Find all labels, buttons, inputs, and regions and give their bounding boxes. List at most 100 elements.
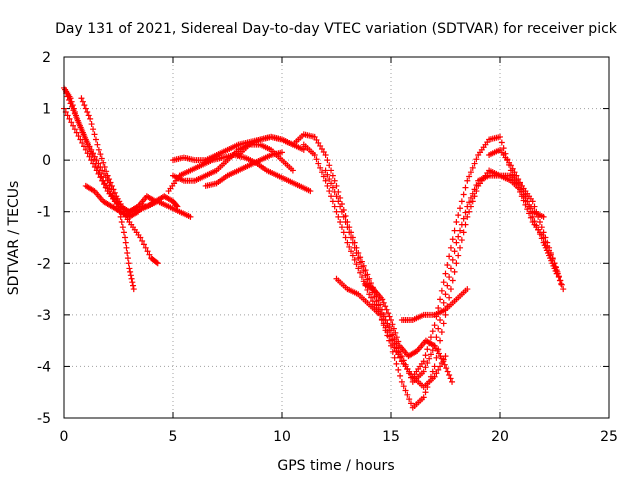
data-point [331, 203, 338, 210]
data-point [111, 189, 118, 196]
data-point [540, 229, 547, 236]
data-point [313, 136, 320, 143]
data-point [473, 182, 480, 189]
data-point [140, 241, 147, 248]
data-point [358, 274, 365, 281]
data-point [442, 291, 449, 298]
data-point [466, 208, 473, 215]
data-point [531, 218, 538, 225]
data-point [86, 145, 93, 152]
data-point [346, 243, 353, 250]
data-point [358, 263, 365, 270]
data-point [446, 253, 453, 260]
data-point [79, 127, 86, 134]
data-point [317, 142, 324, 149]
plot-frame [63, 56, 610, 419]
data-point [427, 351, 434, 358]
data-point [368, 294, 375, 301]
x-tick-label: 15 [382, 429, 400, 445]
data-point [326, 162, 333, 169]
series-track-5 [82, 182, 142, 220]
data-point [300, 146, 307, 153]
data-point [108, 182, 115, 189]
data-point [435, 304, 442, 311]
data-point [120, 229, 127, 236]
data-point [431, 363, 438, 370]
y-tick-label: 2 [42, 50, 51, 66]
data-point [466, 199, 473, 206]
data-point [279, 149, 285, 156]
data-point [380, 299, 387, 306]
series-track-14 [333, 275, 449, 391]
data-point [100, 159, 107, 166]
data-point [92, 136, 99, 143]
data-point [386, 323, 393, 330]
data-point [92, 160, 99, 167]
data-point [389, 341, 396, 348]
series-track-9 [170, 141, 296, 184]
data-point [375, 302, 382, 309]
data-point [429, 347, 436, 354]
data-point [440, 299, 447, 306]
data-point [331, 177, 338, 184]
data-point [322, 177, 329, 184]
data-point [335, 198, 342, 205]
data-point [324, 171, 331, 178]
data-point [342, 234, 349, 241]
data-point [438, 329, 445, 336]
data-point [123, 244, 130, 251]
data-point [542, 234, 549, 241]
data-point [460, 229, 467, 236]
data-point [85, 112, 92, 119]
data-point [407, 400, 414, 407]
chart-title: Day 131 of 2021, Sidereal Day-to-day VTE… [55, 21, 618, 37]
data-point [392, 329, 399, 336]
series-track-10 [202, 149, 285, 189]
data-point [96, 169, 103, 176]
data-point [174, 203, 181, 210]
data-point [529, 213, 536, 220]
data-point [395, 351, 402, 358]
data-point [107, 179, 114, 186]
data-point [451, 268, 458, 275]
data-point [446, 294, 453, 301]
data-point [130, 282, 137, 289]
data-point [64, 93, 71, 100]
data-point [455, 212, 462, 219]
data-point [464, 286, 471, 293]
data-point [420, 394, 427, 401]
data-point [433, 354, 440, 361]
data-point [560, 286, 567, 293]
series-track-1 [61, 84, 137, 293]
data-point [84, 150, 91, 157]
data-point [110, 186, 117, 193]
data-point [331, 188, 338, 195]
data-point [329, 198, 336, 205]
data-point [73, 114, 80, 121]
x-tick-label: 0 [60, 429, 69, 445]
data-point [66, 96, 73, 103]
data-point [124, 255, 131, 262]
data-point [326, 188, 333, 195]
data-point [70, 107, 77, 114]
data-point [315, 160, 322, 167]
data-point [531, 203, 538, 210]
data-point [75, 133, 82, 140]
data-point [435, 366, 442, 373]
data-point [437, 317, 444, 324]
data-point [355, 265, 362, 272]
data-point [393, 360, 400, 367]
data-point [377, 306, 384, 313]
data-point [464, 213, 471, 220]
data-point [424, 346, 431, 353]
data-point [125, 260, 132, 267]
data-point [173, 202, 180, 209]
data-point [76, 121, 83, 128]
data-point [469, 164, 476, 171]
data-point [311, 151, 318, 158]
data-point [446, 372, 453, 379]
data-point [440, 320, 447, 327]
data-point [420, 358, 427, 365]
data-point [84, 141, 91, 148]
data-point [440, 279, 447, 286]
